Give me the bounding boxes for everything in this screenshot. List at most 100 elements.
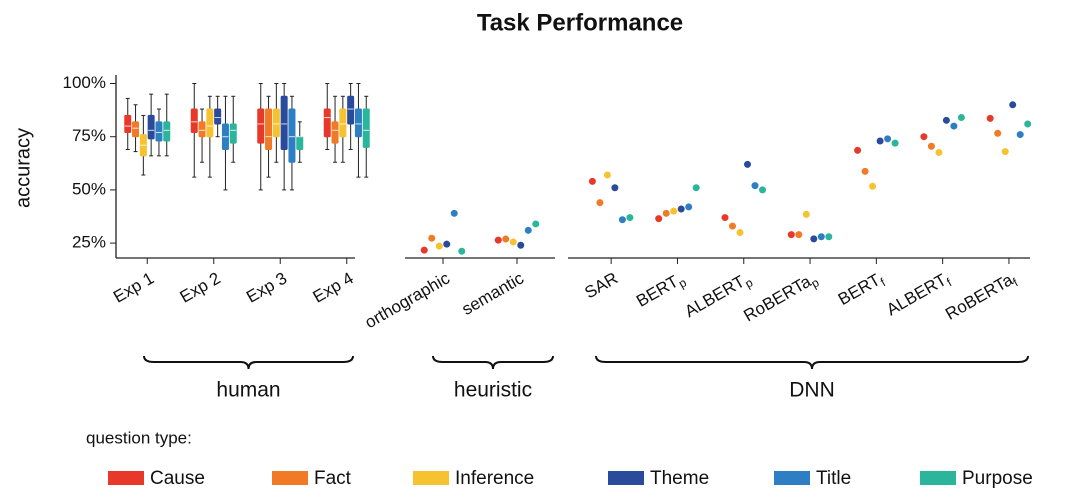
box bbox=[288, 108, 296, 163]
box bbox=[190, 108, 198, 133]
category-name: Exp 4 bbox=[310, 269, 357, 307]
box bbox=[155, 121, 163, 142]
x-tick-label: Exp 3 bbox=[243, 269, 290, 307]
box bbox=[296, 136, 304, 150]
dot bbox=[942, 116, 950, 124]
x-tick-label: semantic bbox=[459, 269, 528, 320]
category-name: Exp 1 bbox=[110, 269, 157, 307]
box bbox=[198, 121, 206, 138]
box bbox=[147, 114, 155, 140]
chart-title: Task Performance bbox=[477, 9, 683, 36]
dot bbox=[721, 214, 729, 222]
dot bbox=[927, 142, 935, 150]
dot bbox=[795, 231, 803, 239]
y-tick-label: 25% bbox=[72, 233, 106, 252]
category-name: RoBERTa bbox=[741, 272, 815, 326]
dot bbox=[670, 207, 678, 215]
box bbox=[354, 108, 362, 138]
y-tick-label: 100% bbox=[63, 73, 106, 92]
dot bbox=[861, 167, 869, 175]
dot bbox=[502, 235, 510, 243]
dot bbox=[588, 177, 596, 185]
dot bbox=[596, 199, 604, 207]
legend-swatch bbox=[413, 471, 449, 485]
dot bbox=[935, 148, 943, 156]
dot bbox=[420, 246, 428, 254]
legend-label: Cause bbox=[150, 468, 205, 489]
brace bbox=[143, 355, 354, 370]
dot bbox=[662, 209, 670, 217]
dot bbox=[759, 186, 766, 194]
box bbox=[339, 108, 347, 138]
brace bbox=[595, 355, 1029, 370]
category-name: semantic bbox=[459, 269, 528, 320]
dot bbox=[603, 171, 611, 179]
category-subscript: f bbox=[944, 275, 954, 289]
dot bbox=[994, 129, 1002, 137]
category-name: BERT bbox=[835, 271, 884, 310]
box bbox=[163, 121, 171, 142]
x-tick-label: orthographic bbox=[362, 269, 454, 333]
category-name: Exp 3 bbox=[243, 269, 290, 307]
legend-label: Purpose bbox=[962, 468, 1033, 489]
dot bbox=[802, 210, 810, 218]
category-name: ALBERT bbox=[682, 272, 749, 321]
dot bbox=[957, 114, 965, 122]
dot bbox=[458, 247, 466, 255]
legend-swatch bbox=[774, 471, 810, 485]
dot bbox=[986, 114, 994, 122]
category-name: BERT bbox=[633, 272, 682, 311]
x-tick-label: ALBERTf bbox=[883, 269, 954, 323]
dot bbox=[884, 135, 892, 143]
legend-label: Inference bbox=[455, 468, 534, 489]
box bbox=[257, 108, 265, 144]
dot bbox=[626, 214, 634, 222]
x-tick-label: RoBERTap bbox=[741, 269, 822, 328]
category-name: SAR bbox=[582, 269, 622, 303]
x-tick-label: BERTf bbox=[835, 269, 888, 312]
dot bbox=[729, 222, 736, 230]
dot bbox=[611, 184, 619, 192]
box bbox=[280, 95, 288, 150]
x-tick-label: RoBERTaf bbox=[942, 269, 1021, 327]
dot bbox=[1001, 148, 1009, 156]
dot bbox=[509, 238, 517, 246]
legend-title: question type: bbox=[86, 428, 192, 447]
dot bbox=[435, 242, 443, 250]
dot bbox=[825, 233, 833, 241]
y-axis-label: accuracy bbox=[12, 128, 34, 208]
x-tick-label: SAR bbox=[582, 269, 622, 303]
dot bbox=[736, 228, 744, 236]
box bbox=[331, 121, 339, 144]
dot bbox=[787, 231, 795, 239]
dot bbox=[532, 220, 540, 228]
dot bbox=[428, 234, 436, 242]
y-tick-label: 50% bbox=[72, 179, 106, 198]
category-name: RoBERTa bbox=[942, 270, 1016, 324]
dot bbox=[950, 122, 958, 130]
box bbox=[214, 108, 222, 125]
box bbox=[362, 108, 370, 148]
legend-swatch bbox=[272, 471, 308, 485]
dot bbox=[1009, 101, 1017, 109]
x-tick-label: Exp 1 bbox=[110, 269, 157, 307]
x-tick-label: Exp 4 bbox=[310, 269, 357, 307]
y-tick-label: 75% bbox=[72, 126, 106, 145]
dot bbox=[744, 160, 751, 168]
dot bbox=[751, 182, 759, 190]
dot bbox=[876, 137, 884, 145]
dot bbox=[677, 205, 685, 213]
group-label: human bbox=[216, 379, 280, 402]
dot bbox=[450, 209, 458, 217]
category-subscript: f bbox=[878, 275, 888, 289]
box bbox=[229, 123, 237, 144]
dot bbox=[655, 215, 663, 223]
dot bbox=[517, 241, 525, 249]
legend-label: Theme bbox=[650, 468, 709, 489]
legend-swatch bbox=[108, 471, 144, 485]
dot bbox=[685, 203, 693, 211]
dot bbox=[1024, 120, 1032, 128]
dot bbox=[443, 240, 451, 248]
brace bbox=[432, 355, 554, 370]
